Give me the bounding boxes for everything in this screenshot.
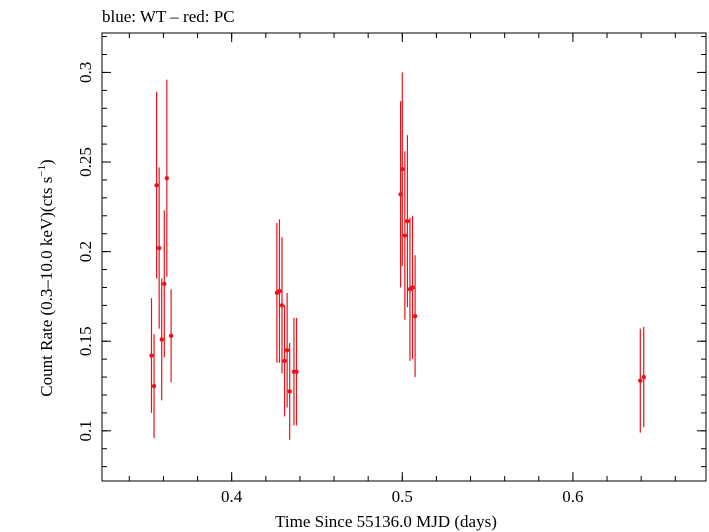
- data-point: [277, 288, 282, 294]
- data-point: [412, 313, 418, 319]
- data-point: [402, 233, 408, 238]
- data-point: [284, 347, 290, 353]
- data-point: [154, 183, 159, 188]
- data-point: [279, 303, 285, 308]
- data-point: [405, 218, 410, 224]
- chart-title: blue: WT – red: PC: [102, 7, 235, 26]
- y-axis-label-close: ): [37, 159, 56, 165]
- data-point: [162, 281, 167, 287]
- y-axis-label-main: Count Rate (0.3–10.0 keV)(cts s: [37, 177, 56, 397]
- plot-marks: [149, 72, 646, 440]
- y-axis-ticks: 0.1 0.15 0.2 0.25 0.3: [76, 36, 706, 468]
- data-point: [287, 389, 292, 394]
- y-axis-label: Count Rate (0.3–10.0 keV)(cts s−1): [36, 159, 56, 396]
- data-point: [149, 353, 154, 358]
- y-tick-label: 0.1: [76, 420, 95, 441]
- data-point: [641, 374, 646, 380]
- y-tick-label: 0.2: [76, 241, 95, 262]
- x-axis-ticks: 0.4 0.5 0.6: [128, 33, 676, 506]
- data-point: [156, 245, 162, 251]
- data-point: [168, 333, 174, 339]
- data-point: [151, 383, 157, 389]
- data-point: [410, 285, 415, 290]
- y-tick-label: 0.25: [76, 147, 95, 177]
- plot-frame: [101, 32, 707, 482]
- x-tick-label: 0.5: [392, 487, 413, 506]
- data-point: [164, 175, 170, 181]
- x-tick-label: 0.6: [562, 487, 583, 506]
- y-tick-label: 0.3: [76, 62, 95, 83]
- y-tick-label: 0.15: [76, 326, 95, 356]
- data-point: [282, 358, 287, 364]
- data-point: [294, 369, 299, 374]
- x-tick-label: 0.4: [221, 487, 243, 506]
- data-point: [159, 337, 164, 342]
- data-point: [400, 166, 405, 172]
- x-axis-label: Time Since 55136.0 MJD (days): [275, 512, 497, 531]
- data-point: [638, 378, 643, 383]
- y-axis-label-superscript: −1: [36, 165, 48, 177]
- data-point: [398, 192, 403, 197]
